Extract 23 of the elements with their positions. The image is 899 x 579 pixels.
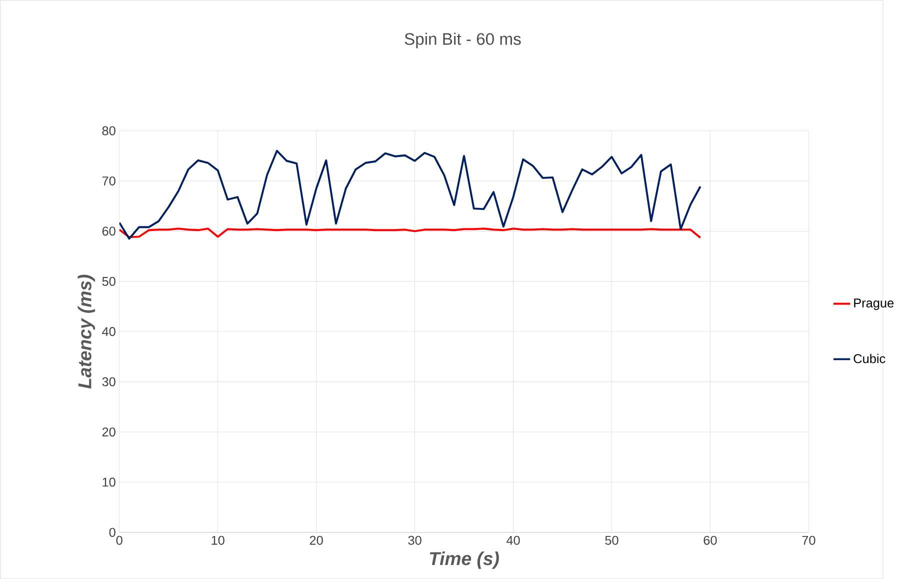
x-tick-label: 60 [704,536,717,545]
y-tick-label: 80 [102,126,116,136]
x-tick-label: 10 [212,536,224,545]
y-tick-label: 20 [102,428,116,437]
x-tick-label: 30 [408,536,422,545]
y-tick-label: 60 [102,226,116,236]
y-tick-label: 30 [102,377,116,386]
chart-title: Spin Bit - 60 ms [404,32,521,48]
y-tick-label: 0 [109,528,116,537]
line-series [119,150,702,240]
x-axis-title: Time (s) [430,552,499,569]
x-tick-label: 20 [310,536,323,545]
legend-label: Prague [854,298,894,310]
y-tick-label: 50 [102,276,116,286]
x-tick-label: 70 [802,536,816,545]
x-tick-label: 50 [605,536,618,545]
legend-label: Cubic [854,354,886,364]
y-axis-title: Latency (ms) [78,274,96,389]
y-tick-label: 10 [102,478,116,487]
y-tick-label: 70 [102,176,116,186]
x-tick-label: 40 [506,536,520,545]
x-tick-label: 0 [116,536,122,545]
y-tick-label: 40 [102,327,116,336]
